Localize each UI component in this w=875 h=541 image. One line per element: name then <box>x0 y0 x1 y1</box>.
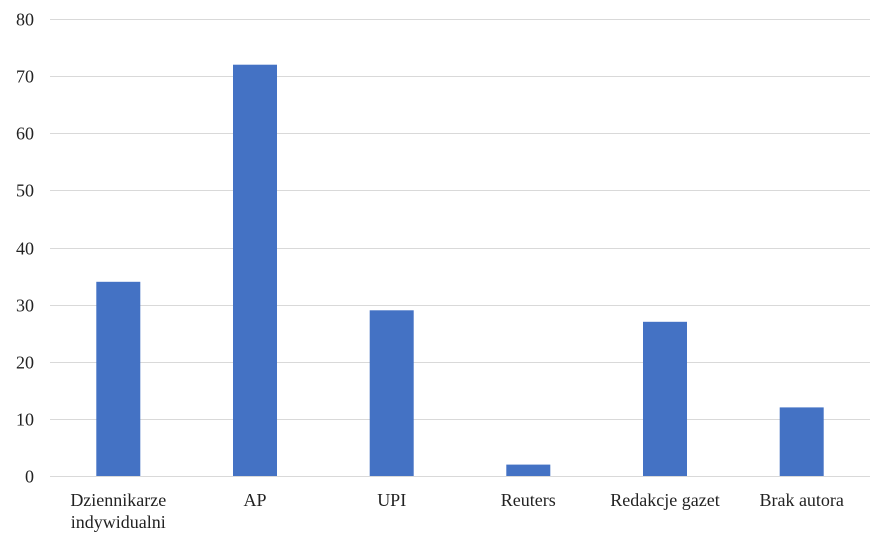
x-category-label: Dziennikarze indywidualni <box>70 490 166 532</box>
bar <box>233 64 277 476</box>
bar <box>643 321 687 476</box>
x-axis-labels: Dziennikarze indywidualni AP UPI Reuters Reda… <box>70 490 844 532</box>
x-category-label: Redakcje gazet <box>610 490 719 510</box>
y-tick-label: 50 <box>16 181 34 201</box>
y-tick-label: 20 <box>16 353 34 373</box>
bar <box>779 407 824 476</box>
x-category-label: AP <box>243 490 266 510</box>
y-tick-label: 80 <box>16 10 34 30</box>
y-tick-label: 40 <box>16 239 34 259</box>
y-tick-label: 30 <box>16 296 34 316</box>
bar <box>506 464 551 476</box>
x-category-label: Brak autora <box>759 490 843 510</box>
y-tick-label: 0 <box>25 467 34 487</box>
gridlines <box>50 19 870 477</box>
bar <box>369 310 414 476</box>
x-category-label: Reuters <box>501 490 556 510</box>
x-category-label: UPI <box>377 490 406 510</box>
y-tick-label: 10 <box>16 410 34 430</box>
y-axis-ticks: 0 10 20 30 40 50 60 70 80 <box>16 10 34 487</box>
bars <box>96 64 824 476</box>
y-tick-label: 60 <box>16 124 34 144</box>
bar <box>96 281 141 476</box>
y-tick-label: 70 <box>16 67 34 87</box>
